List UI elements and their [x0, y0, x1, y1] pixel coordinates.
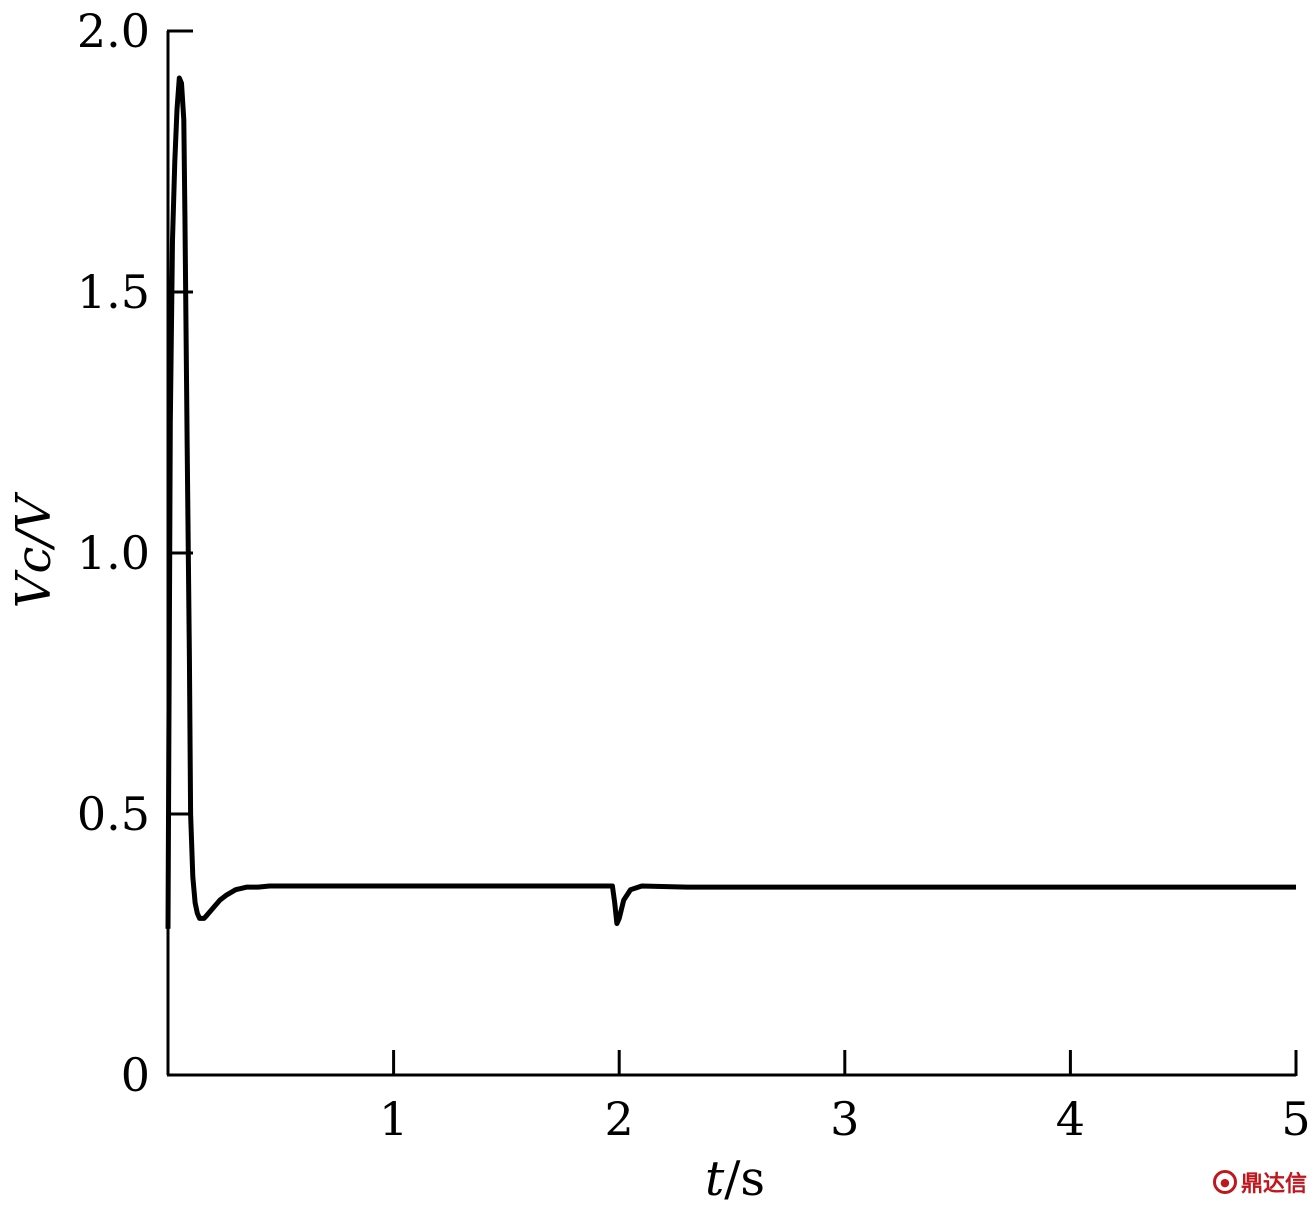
- x-axis-variable: t: [705, 1151, 725, 1207]
- x-tick-label: 4: [1056, 1092, 1085, 1146]
- y-tick-label: 0: [121, 1048, 150, 1102]
- y-tick-label: 2.0: [77, 4, 150, 58]
- axes: 0 0.5 1.0 1.5 2.0 1 2 3 4 5: [77, 4, 1311, 1146]
- axis-labels: Vc/V t/s: [6, 491, 765, 1207]
- watermark-text: 鼎达信: [1240, 1172, 1307, 1197]
- series-line-1: [165, 75, 1296, 929]
- x-axis-unit: /s: [724, 1151, 765, 1207]
- y-tick-label: 1.0: [77, 526, 150, 580]
- y-tick-label: 0.5: [77, 787, 150, 841]
- x-tick-label: 3: [830, 1092, 859, 1146]
- y-axis-title: Vc/V: [6, 491, 62, 608]
- seal-icon: ●: [1212, 1170, 1237, 1194]
- plot-area: [165, 75, 1296, 929]
- x-tick-label: 2: [605, 1092, 634, 1146]
- x-tick-label: 5: [1281, 1092, 1310, 1146]
- y-tick-label: 1.5: [77, 265, 150, 319]
- watermark: ● 鼎达信: [1212, 1166, 1307, 1198]
- x-tick-label: 1: [379, 1092, 408, 1146]
- x-axis-title: t/s: [705, 1151, 765, 1207]
